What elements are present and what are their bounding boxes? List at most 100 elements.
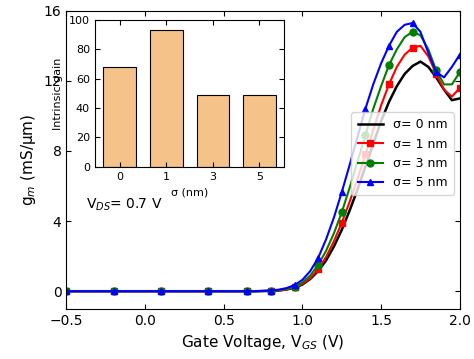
σ= 1 nm xyxy=(441,88,447,92)
σ= 1 nm xyxy=(284,287,290,292)
σ= 1 nm xyxy=(245,289,250,293)
σ= 5 nm xyxy=(64,289,69,293)
σ= 3 nm xyxy=(142,289,148,293)
σ= 1 nm xyxy=(292,285,297,289)
σ= 1 nm xyxy=(268,289,274,293)
σ= 1 nm xyxy=(339,221,345,225)
σ= 0 nm xyxy=(355,187,360,192)
σ= 3 nm xyxy=(268,289,274,293)
σ= 3 nm xyxy=(95,289,100,293)
σ= 0 nm xyxy=(260,289,266,293)
σ= 5 nm xyxy=(173,289,179,293)
σ= 0 nm xyxy=(300,283,305,287)
σ= 1 nm xyxy=(331,239,337,243)
σ= 5 nm xyxy=(457,52,463,57)
σ= 5 nm xyxy=(441,75,447,80)
σ= 0 nm xyxy=(441,88,447,92)
X-axis label: Gate Voltage, V$_{GS}$ (V): Gate Voltage, V$_{GS}$ (V) xyxy=(182,333,345,352)
σ= 3 nm xyxy=(386,63,392,67)
σ= 1 nm xyxy=(402,52,408,57)
σ= 0 nm xyxy=(339,228,345,232)
Line: σ= 1 nm: σ= 1 nm xyxy=(63,42,463,295)
σ= 3 nm xyxy=(245,289,250,293)
σ= 0 nm xyxy=(418,60,423,64)
σ= 3 nm xyxy=(308,273,313,278)
σ= 3 nm xyxy=(158,289,164,293)
σ= 0 nm xyxy=(457,96,463,101)
Bar xyxy=(103,67,136,167)
Line: σ= 0 nm: σ= 0 nm xyxy=(66,62,460,291)
σ= 0 nm xyxy=(449,98,455,102)
σ= 0 nm xyxy=(79,289,85,293)
σ= 1 nm xyxy=(449,94,455,99)
σ= 5 nm xyxy=(95,289,100,293)
σ= 5 nm xyxy=(410,21,415,25)
σ= 1 nm xyxy=(347,200,353,204)
σ= 1 nm xyxy=(315,267,321,271)
σ= 1 nm xyxy=(410,46,415,50)
σ= 5 nm xyxy=(394,30,400,34)
σ= 0 nm xyxy=(252,289,258,293)
σ= 5 nm xyxy=(402,23,408,27)
σ= 3 nm xyxy=(252,289,258,293)
Bar xyxy=(197,95,229,167)
σ= 5 nm xyxy=(221,289,227,293)
σ= 1 nm xyxy=(276,288,282,293)
Y-axis label: g$_m$ (mS/μm): g$_m$ (mS/μm) xyxy=(19,113,38,206)
σ= 0 nm xyxy=(292,285,297,290)
σ= 3 nm xyxy=(426,47,431,51)
σ= 0 nm xyxy=(331,244,337,249)
σ= 5 nm xyxy=(158,289,164,293)
σ= 0 nm xyxy=(205,289,211,293)
σ= 3 nm xyxy=(315,263,321,267)
σ= 3 nm xyxy=(292,284,297,289)
σ= 3 nm xyxy=(221,289,227,293)
σ= 5 nm xyxy=(276,288,282,292)
σ= 5 nm xyxy=(245,289,250,293)
σ= 0 nm xyxy=(276,288,282,293)
σ= 0 nm xyxy=(111,289,117,293)
σ= 3 nm xyxy=(402,35,408,39)
σ= 0 nm xyxy=(127,289,132,293)
σ= 5 nm xyxy=(237,289,242,293)
σ= 0 nm xyxy=(370,142,376,146)
σ= 0 nm xyxy=(190,289,195,293)
σ= 5 nm xyxy=(142,289,148,293)
σ= 1 nm xyxy=(205,289,211,293)
σ= 5 nm xyxy=(339,190,345,194)
σ= 1 nm xyxy=(111,289,117,293)
σ= 1 nm xyxy=(457,86,463,90)
σ= 3 nm xyxy=(449,82,455,87)
σ= 0 nm xyxy=(173,289,179,293)
σ= 1 nm xyxy=(363,152,368,157)
σ= 1 nm xyxy=(79,289,85,293)
σ= 5 nm xyxy=(292,283,297,287)
σ= 5 nm xyxy=(284,286,290,290)
σ= 5 nm xyxy=(347,163,353,167)
σ= 3 nm xyxy=(363,133,368,137)
σ= 0 nm xyxy=(142,289,148,293)
σ= 0 nm xyxy=(245,289,250,293)
σ= 5 nm xyxy=(252,289,258,293)
σ= 1 nm xyxy=(173,289,179,293)
σ= 5 nm xyxy=(190,289,195,293)
σ= 0 nm xyxy=(308,277,313,281)
σ= 0 nm xyxy=(347,209,353,213)
σ= 0 nm xyxy=(95,289,100,293)
σ= 3 nm xyxy=(370,107,376,111)
σ= 0 nm xyxy=(237,289,242,293)
σ= 5 nm xyxy=(426,51,431,55)
σ= 5 nm xyxy=(433,70,439,74)
σ= 1 nm xyxy=(433,72,439,76)
σ= 1 nm xyxy=(300,282,305,286)
σ= 1 nm xyxy=(323,255,329,259)
σ= 5 nm xyxy=(378,61,384,65)
σ= 5 nm xyxy=(355,135,360,139)
σ= 5 nm xyxy=(127,289,132,293)
σ= 0 nm xyxy=(394,84,400,88)
σ= 0 nm xyxy=(323,258,329,263)
σ= 5 nm xyxy=(111,289,117,293)
σ= 5 nm xyxy=(260,289,266,293)
σ= 1 nm xyxy=(142,289,148,293)
σ= 0 nm xyxy=(426,65,431,69)
